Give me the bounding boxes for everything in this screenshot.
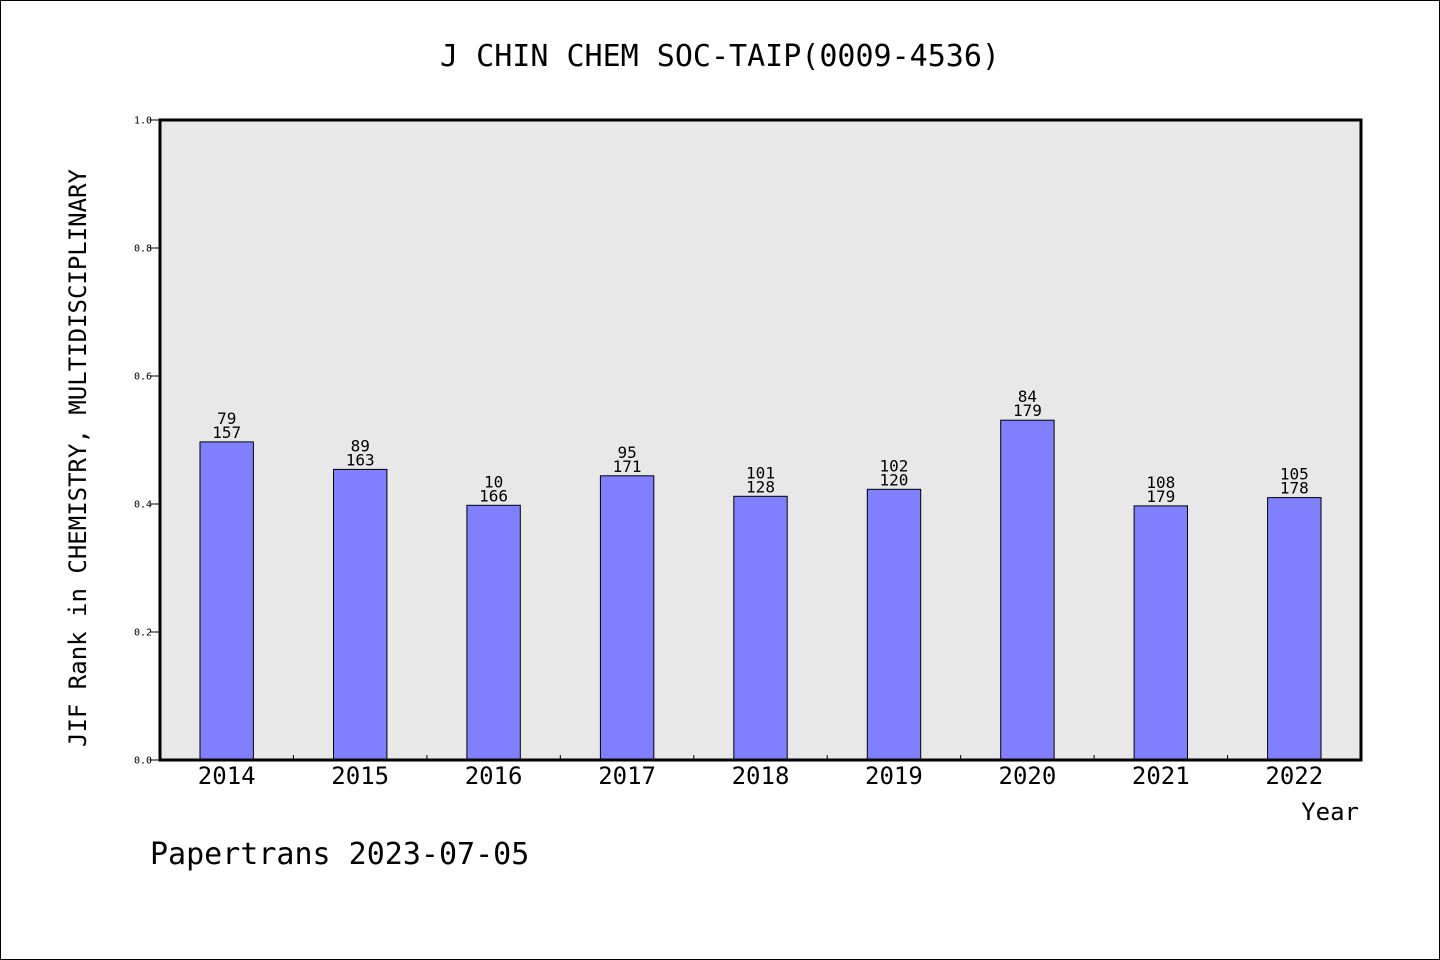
data-label-total-2022: 178 (1280, 479, 1309, 498)
data-label-total-2021: 179 (1146, 487, 1175, 506)
bar-2018 (733, 495, 788, 761)
y-axis-label: JIF Rank in CHEMISTRY, MULTIDISCIPLINARY (64, 168, 92, 747)
chart-title: J CHIN CHEM SOC-TAIP(0009-4536) (440, 39, 1000, 74)
plot-border (158, 118, 1363, 762)
y-tick-label-3: 0.6 (134, 372, 152, 383)
data-label-total-2018: 128 (746, 477, 775, 496)
data-label-rank-2015: 89 (351, 436, 370, 455)
data-label-total-2019: 120 (879, 470, 908, 489)
data-label-rank-2018: 101 (746, 463, 775, 482)
bar-2020 (1000, 419, 1055, 761)
bar-2021 (1133, 505, 1188, 761)
y-tick-label-5: 1.0 (134, 116, 152, 127)
x-axis-label: Year (1301, 798, 1359, 826)
bar-2022 (1267, 497, 1322, 761)
x-tick-label-2017: 2017 (598, 762, 656, 790)
data-label-rank-2021: 108 (1146, 473, 1175, 492)
x-axis-ticks: 2014 2015 2016 2017 2018 2019 2020 2021 2022 (198, 755, 1323, 790)
data-label-total-2014: 157 (212, 423, 241, 442)
footer-text: Papertrans 2023-07-05 (150, 837, 529, 872)
bar-2019 (866, 488, 922, 761)
bar-2015 (333, 468, 388, 761)
bar-2014 (199, 441, 254, 761)
data-label-total-2016: 166 (479, 486, 508, 505)
x-tick-label-2014: 2014 (198, 762, 256, 790)
y-tick-label-4: 0.8 (134, 244, 152, 255)
x-tick-label-2018: 2018 (732, 762, 790, 790)
bar-2017 (599, 475, 655, 761)
bar-2016 (466, 504, 521, 761)
x-tick-label-2015: 2015 (331, 762, 389, 790)
data-label-total-2017: 171 (613, 457, 642, 476)
y-tick-label-2: 0.4 (134, 500, 152, 511)
data-label-rank-2020: 84 (1018, 387, 1037, 406)
x-tick-label-2021: 2021 (1132, 762, 1190, 790)
data-label-rank-2016: 10 (484, 472, 503, 491)
bars-group (199, 419, 1322, 761)
y-tick-label-0: 0.0 (134, 756, 152, 767)
x-tick-label-2022: 2022 (1265, 762, 1323, 790)
data-label-rank-2019: 102 (879, 456, 908, 475)
y-tick-label-1: 0.2 (134, 628, 152, 639)
x-tick-label-2016: 2016 (465, 762, 523, 790)
data-label-rank-2014: 79 (217, 409, 236, 428)
x-tick-label-2020: 2020 (999, 762, 1057, 790)
data-label-total-2015: 163 (346, 450, 375, 469)
y-axis-ticks: 0.0 0.2 0.4 0.6 0.8 1.0 (134, 116, 160, 767)
data-label-rank-2022: 105 (1280, 465, 1309, 484)
data-label-rank-2017: 95 (617, 443, 636, 462)
x-tick-label-2019: 2019 (865, 762, 923, 790)
data-label-total-2020: 179 (1013, 401, 1042, 420)
